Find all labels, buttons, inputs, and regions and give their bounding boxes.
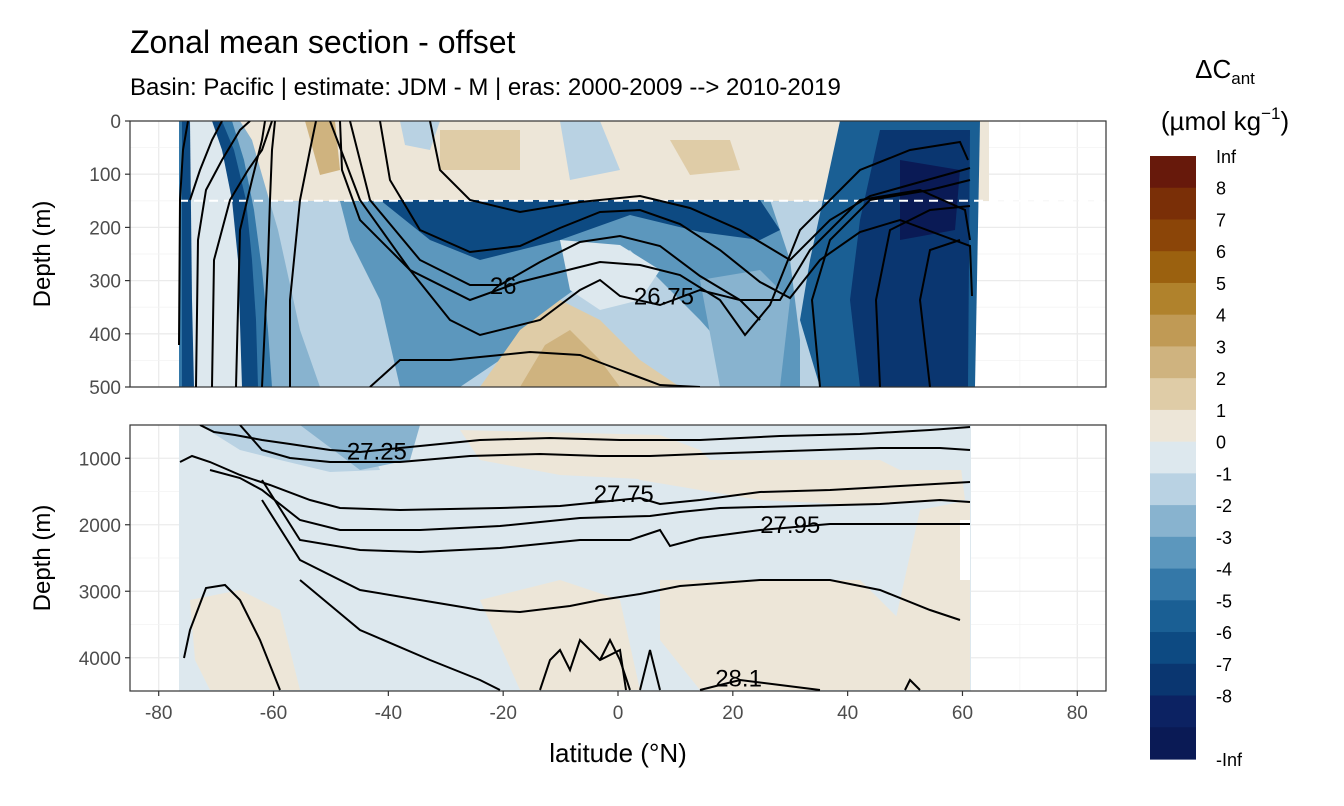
x-tick-label: -80 <box>145 703 172 724</box>
legend-label: -3 <box>1216 528 1232 548</box>
contour-label: 26.75 <box>634 284 694 311</box>
legend-swatch <box>1150 568 1196 601</box>
x-tick-label: -20 <box>489 703 516 724</box>
legend-label: -1 <box>1216 464 1232 484</box>
chart-subtitle: Basin: Pacific | estimate: JDM - M | era… <box>130 74 841 101</box>
legend-label: 1 <box>1216 401 1226 421</box>
legend-unit: (µmol kg−1) <box>1161 104 1289 136</box>
legend-label: -5 <box>1216 591 1232 611</box>
legend-label: -Inf <box>1216 750 1243 770</box>
legend-swatch <box>1150 282 1196 316</box>
legend-unit-main: (µmol kg <box>1161 106 1261 136</box>
legend-swatch <box>1150 536 1196 570</box>
legend-label: -6 <box>1216 623 1232 643</box>
top-panel-axes: 0 100 200 300 400 500 <box>89 112 130 399</box>
legend-swatch <box>1150 600 1196 633</box>
legend-swatch <box>1150 378 1196 411</box>
y-tick-label: 100 <box>89 165 121 186</box>
legend-title-sub: ant <box>1231 69 1255 88</box>
contour-label: 27.25 <box>347 439 407 466</box>
top-panel-fill <box>179 121 989 387</box>
legend-label: -7 <box>1216 655 1232 675</box>
legend-swatch <box>1150 632 1196 665</box>
x-tick-label: 20 <box>722 703 743 724</box>
contour-labels: 26 26.75 27.25 27.75 27.95 28.1 <box>347 273 820 692</box>
y-axis-label-bottom: Depth (m) <box>29 505 56 612</box>
legend-label: 7 <box>1216 210 1226 230</box>
legend-label: -2 <box>1216 496 1232 516</box>
y-tick-label: 2000 <box>79 516 121 537</box>
y-tick-label: 200 <box>89 218 121 239</box>
contour-label: 27.95 <box>760 512 820 539</box>
bottom-panel-axes: 1000 2000 3000 4000 -80 -60 -40 -20 0 20 40 60 80 <box>79 449 1088 724</box>
legend-label: 5 <box>1216 274 1226 294</box>
legend-label: Inf <box>1216 147 1237 167</box>
legend-title-main: ΔC <box>1195 54 1231 84</box>
legend-title: ΔCant <box>1195 54 1255 88</box>
contour-label: 26 <box>490 273 517 300</box>
legend-swatch <box>1150 156 1196 189</box>
legend-label: 6 <box>1216 242 1226 262</box>
y-tick-label: 0 <box>110 112 121 133</box>
legend-label: 8 <box>1216 179 1226 199</box>
legend-unit-end: ) <box>1280 106 1289 136</box>
x-tick-label: 80 <box>1067 703 1088 724</box>
y-tick-label: 1000 <box>79 449 121 470</box>
legend-label: -8 <box>1216 687 1232 707</box>
x-tick-label: -40 <box>375 703 402 724</box>
y-tick-label: 4000 <box>79 649 121 670</box>
legend-swatch <box>1150 441 1196 474</box>
legend-swatch <box>1150 251 1196 284</box>
y-tick-label: 400 <box>89 325 121 346</box>
legend-label: -4 <box>1216 560 1232 580</box>
contour-label: 27.75 <box>594 481 654 508</box>
bottom-panel-contours <box>179 425 971 691</box>
y-tick-label: 3000 <box>79 582 121 603</box>
x-tick-label: 0 <box>613 703 624 724</box>
legend-swatch <box>1150 409 1196 443</box>
legend-swatch <box>1150 695 1196 728</box>
legend-label: 2 <box>1216 369 1226 389</box>
top-panel-contours <box>178 121 973 387</box>
y-axis-label-top: Depth (m) <box>29 201 56 308</box>
legend-label: 4 <box>1216 306 1226 326</box>
y-tick-label: 300 <box>89 272 121 293</box>
legend-swatch <box>1150 473 1196 506</box>
legend-swatch <box>1150 187 1196 221</box>
legend-swatch <box>1150 663 1196 697</box>
x-axis-label: latitude (°N) <box>549 738 687 768</box>
legend-swatch <box>1150 727 1196 760</box>
x-tick-label: 40 <box>837 703 858 724</box>
legend-swatch <box>1150 346 1196 379</box>
legend-colorbar: Inf 8 7 6 5 4 3 2 1 0 -1 -2 -3 -4 -5 -6 -7 -8 -Inf <box>1150 147 1243 770</box>
legend-swatch <box>1150 219 1196 252</box>
legend-swatch <box>1150 314 1196 348</box>
legend-swatch <box>1150 505 1196 538</box>
y-tick-label: 500 <box>89 378 121 399</box>
x-tick-label: 60 <box>952 703 973 724</box>
legend-label: 3 <box>1216 337 1226 357</box>
contour-label: 28.1 <box>715 665 762 692</box>
chart-title: Zonal mean section - offset <box>130 24 516 60</box>
x-tick-label: -60 <box>260 703 287 724</box>
legend-label: 0 <box>1216 433 1226 453</box>
legend-unit-sup: −1 <box>1261 104 1280 123</box>
